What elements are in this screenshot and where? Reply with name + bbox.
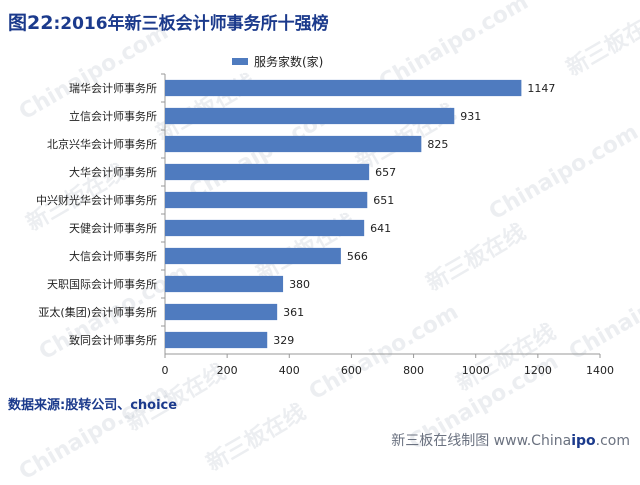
bar bbox=[165, 303, 278, 321]
category-label: 瑞华会计师事务所 bbox=[69, 81, 157, 95]
category-label: 大华会计师事务所 bbox=[69, 165, 157, 179]
figure-label: 图22 bbox=[8, 12, 54, 34]
bar bbox=[165, 331, 268, 349]
legend-label: 服务家数(家) bbox=[254, 54, 323, 69]
x-tick-label: 1200 bbox=[524, 364, 552, 377]
data-label: 657 bbox=[375, 166, 396, 179]
x-tick-label: 1400 bbox=[586, 364, 614, 377]
category-label: 北京兴华会计师事务所 bbox=[47, 137, 157, 151]
credit-prefix: 新三板在线制图 www.China bbox=[391, 433, 572, 449]
title-text: :2016年新三板会计师事务所十强榜 bbox=[53, 14, 329, 34]
data-label: 329 bbox=[273, 334, 294, 347]
data-label: 651 bbox=[373, 194, 394, 207]
x-tick-label: 0 bbox=[162, 364, 169, 377]
bar bbox=[165, 135, 422, 153]
category-label: 天职国际会计师事务所 bbox=[47, 278, 157, 291]
credit-line: 新三板在线制图 www.Chinaipo.com bbox=[391, 430, 630, 450]
data-label: 931 bbox=[460, 110, 481, 123]
bar bbox=[165, 107, 455, 125]
credit-suffix: .com bbox=[595, 433, 630, 449]
bar bbox=[165, 275, 284, 293]
bar-chart: 0 200 400 600 800 1000 1200 1400 瑞华会计师事务所 1147 立信会… bbox=[36, 54, 614, 377]
chart-title: 图22:2016年新三板会计师事务所十强榜 bbox=[8, 8, 329, 35]
category-label: 天健会计师事务所 bbox=[69, 222, 157, 235]
bar bbox=[165, 163, 370, 181]
data-label: 380 bbox=[289, 278, 310, 291]
data-label: 566 bbox=[347, 250, 368, 263]
legend-swatch bbox=[232, 58, 248, 65]
category-label: 中兴财光华会计师事务所 bbox=[36, 193, 157, 207]
data-label: 1147 bbox=[527, 82, 555, 95]
x-tick-label: 400 bbox=[279, 364, 300, 377]
category-label: 亚太(集团)会计师事务所 bbox=[38, 305, 157, 319]
data-label: 641 bbox=[370, 222, 391, 235]
credit-bold: ipo bbox=[571, 433, 596, 449]
data-label: 825 bbox=[427, 138, 448, 151]
x-tick-label: 1000 bbox=[462, 364, 490, 377]
x-tick-label: 600 bbox=[341, 364, 362, 377]
bar bbox=[165, 247, 341, 265]
data-label: 361 bbox=[283, 306, 304, 319]
category-label: 大信会计师事务所 bbox=[69, 249, 157, 263]
category-label: 致同会计师事务所 bbox=[69, 333, 157, 347]
data-source-note: 数据来源:股转公司、choice bbox=[8, 398, 178, 413]
bar bbox=[165, 219, 365, 237]
x-tick-label: 200 bbox=[217, 364, 238, 377]
bar bbox=[165, 191, 368, 209]
bar bbox=[165, 79, 522, 97]
x-tick-label: 800 bbox=[403, 364, 424, 377]
category-label: 立信会计师事务所 bbox=[69, 109, 157, 123]
